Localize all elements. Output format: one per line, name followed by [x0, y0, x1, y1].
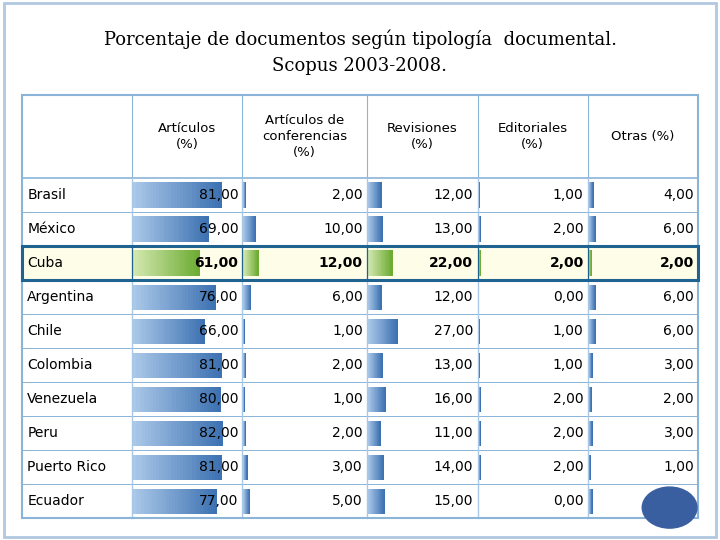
Text: Artículos de
conferencias
(%): Artículos de conferencias (%)	[262, 114, 347, 159]
Text: 6,00: 6,00	[663, 291, 694, 304]
Text: 2,00: 2,00	[553, 393, 584, 406]
Text: Artículos
(%): Artículos (%)	[158, 122, 217, 151]
Text: 12,00: 12,00	[319, 256, 363, 270]
Text: 3,00: 3,00	[663, 427, 694, 440]
Text: 12,00: 12,00	[433, 291, 473, 304]
Text: Porcentaje de documentos según tipología  documental.: Porcentaje de documentos según tipología…	[104, 30, 616, 49]
Text: 2,00: 2,00	[553, 222, 584, 236]
Text: Colombia: Colombia	[27, 359, 93, 372]
Text: 81,00: 81,00	[199, 188, 238, 202]
Text: Ecuador: Ecuador	[27, 495, 84, 508]
Text: 4,00: 4,00	[663, 188, 694, 202]
Text: 13,00: 13,00	[433, 359, 473, 372]
Text: 2,00: 2,00	[553, 427, 584, 440]
Text: 3,00: 3,00	[663, 495, 694, 508]
Text: 61,00: 61,00	[194, 256, 238, 270]
Text: 1,00: 1,00	[553, 188, 584, 202]
Text: 66,00: 66,00	[199, 325, 238, 338]
Text: México: México	[27, 222, 76, 236]
Text: Revisiones
(%): Revisiones (%)	[387, 122, 458, 151]
Text: 16,00: 16,00	[433, 393, 473, 406]
Text: 27,00: 27,00	[434, 325, 473, 338]
Text: Scopus 2003-2008.: Scopus 2003-2008.	[272, 57, 448, 75]
Text: 76,00: 76,00	[199, 291, 238, 304]
Text: 15,00: 15,00	[433, 495, 473, 508]
Text: 80,00: 80,00	[199, 393, 238, 406]
Text: 1,00: 1,00	[663, 461, 694, 474]
Text: 2,00: 2,00	[332, 359, 363, 372]
Text: 3,00: 3,00	[332, 461, 363, 474]
Text: Argentina: Argentina	[27, 291, 95, 304]
Text: 6,00: 6,00	[663, 325, 694, 338]
Text: Peru: Peru	[27, 427, 58, 440]
Text: 1,00: 1,00	[553, 359, 584, 372]
Text: 10,00: 10,00	[323, 222, 363, 236]
Text: Venezuela: Venezuela	[27, 393, 99, 406]
Text: 22,00: 22,00	[429, 256, 473, 270]
Text: 2,00: 2,00	[332, 427, 363, 440]
Text: 1,00: 1,00	[332, 393, 363, 406]
Text: 0,00: 0,00	[553, 291, 584, 304]
Text: 3,00: 3,00	[663, 359, 694, 372]
Text: Brasil: Brasil	[27, 188, 66, 202]
Text: Otras (%): Otras (%)	[611, 130, 675, 143]
Text: 77,00: 77,00	[199, 495, 238, 508]
Text: Editoriales
(%): Editoriales (%)	[498, 122, 568, 151]
Text: 5,00: 5,00	[332, 495, 363, 508]
Text: 81,00: 81,00	[199, 461, 238, 474]
Text: 82,00: 82,00	[199, 427, 238, 440]
Text: 0,00: 0,00	[553, 495, 584, 508]
Text: 14,00: 14,00	[433, 461, 473, 474]
Text: 1,00: 1,00	[553, 325, 584, 338]
Text: Chile: Chile	[27, 325, 62, 338]
Text: 2,00: 2,00	[663, 393, 694, 406]
Text: 2,00: 2,00	[553, 461, 584, 474]
Text: 81,00: 81,00	[199, 359, 238, 372]
Text: 11,00: 11,00	[433, 427, 473, 440]
Text: 6,00: 6,00	[332, 291, 363, 304]
Text: Cuba: Cuba	[27, 256, 63, 270]
Text: 69,00: 69,00	[199, 222, 238, 236]
Text: 6,00: 6,00	[663, 222, 694, 236]
Text: Puerto Rico: Puerto Rico	[27, 461, 107, 474]
Text: 2,00: 2,00	[660, 256, 694, 270]
Text: 1,00: 1,00	[332, 325, 363, 338]
Text: 12,00: 12,00	[433, 188, 473, 202]
Text: 13,00: 13,00	[433, 222, 473, 236]
Text: 2,00: 2,00	[549, 256, 584, 270]
Text: 2,00: 2,00	[332, 188, 363, 202]
